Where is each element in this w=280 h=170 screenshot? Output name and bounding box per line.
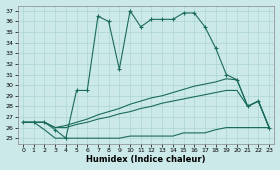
X-axis label: Humidex (Indice chaleur): Humidex (Indice chaleur) xyxy=(86,155,206,164)
